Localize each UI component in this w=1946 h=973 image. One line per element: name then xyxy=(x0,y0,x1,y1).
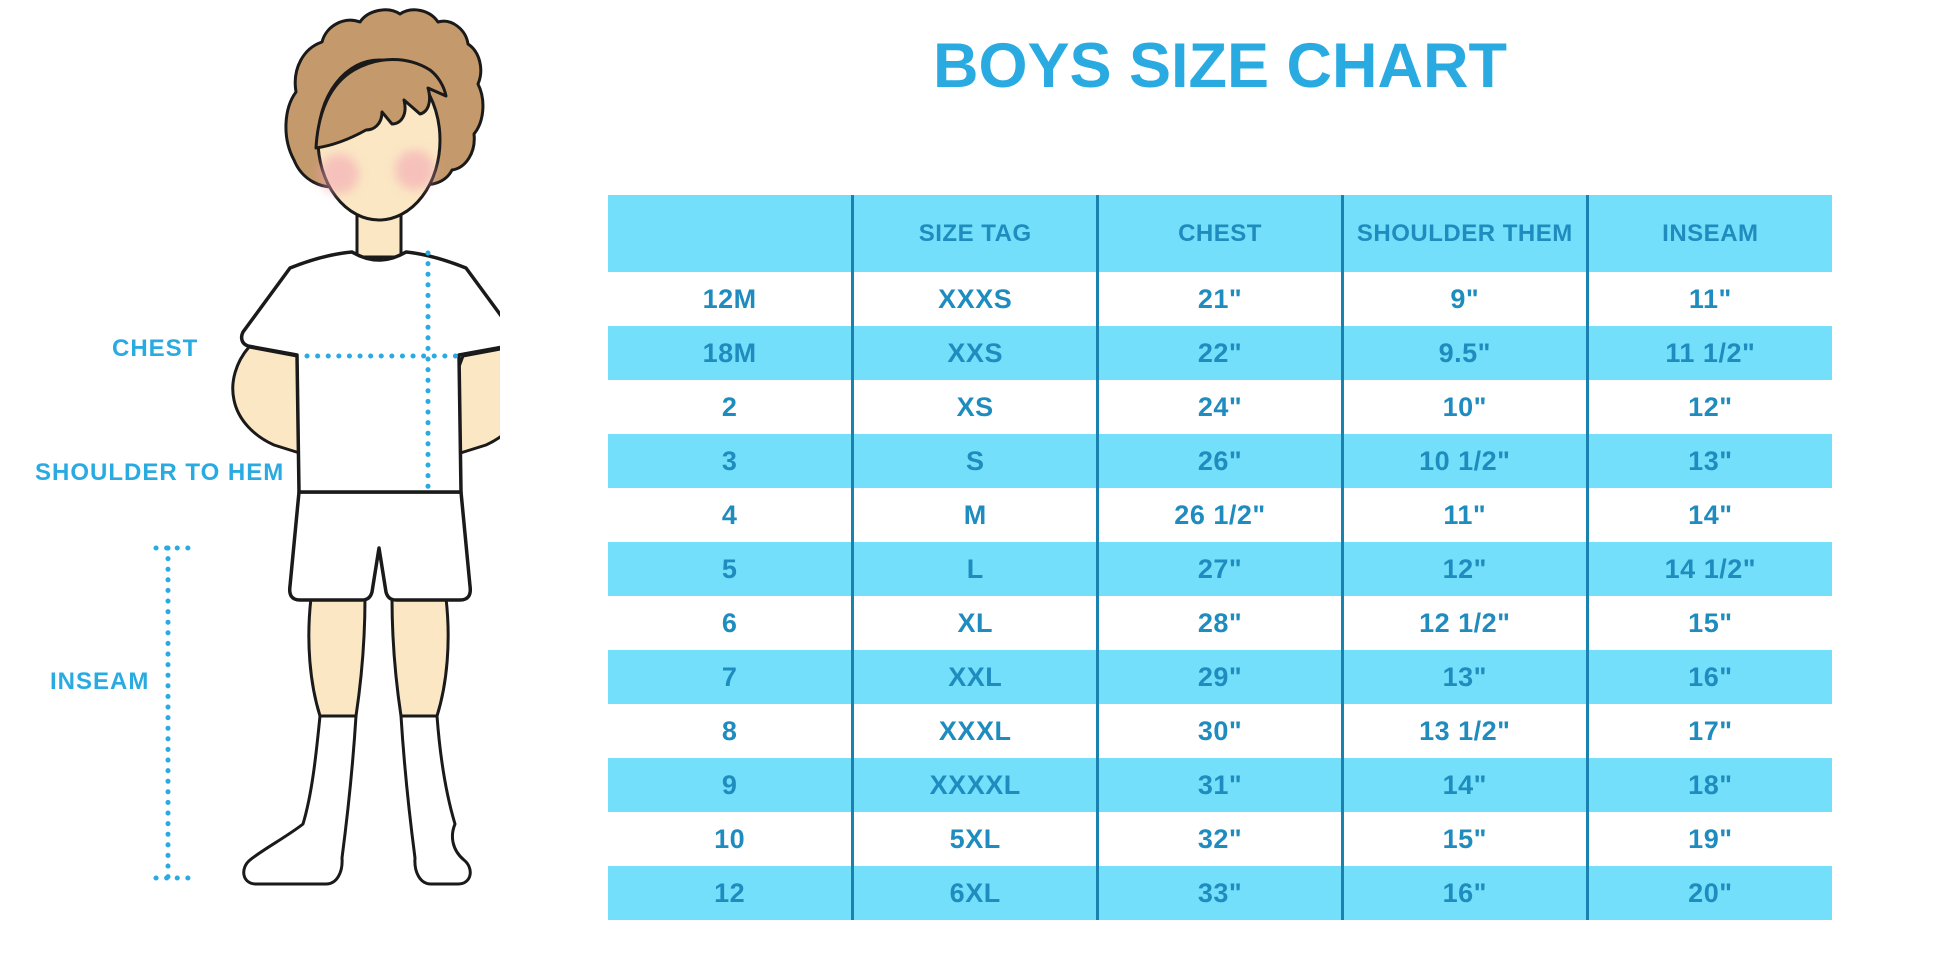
table-cell: 11" xyxy=(1585,272,1832,326)
table-row: 18M XXS 22" 9.5" 11 1/2" xyxy=(608,326,1832,380)
table-cell: 4 xyxy=(608,488,853,542)
shoulder-to-hem-label: SHOULDER TO HEM xyxy=(35,459,285,486)
table-row: 12 6XL 33" 16" 20" xyxy=(608,866,1832,920)
table-cell: 2 xyxy=(608,380,853,434)
table-cell: 12" xyxy=(1340,542,1588,596)
table-cell: 10 1/2" xyxy=(1340,434,1588,488)
table-cell: L xyxy=(851,542,1098,596)
table-row: 3 S 26" 10 1/2" 13" xyxy=(608,434,1832,488)
table-cell: XXXXL xyxy=(851,758,1098,812)
table-cell: 13" xyxy=(1340,650,1588,704)
table-cell: XXL xyxy=(851,650,1098,704)
table-cell: 33" xyxy=(1096,866,1343,920)
table-cell: 7 xyxy=(608,650,853,704)
size-table: SIZE TAG CHEST SHOULDER THEM INSEAM 12M XXXS… xyxy=(608,195,1832,920)
table-cell: 5 xyxy=(608,542,853,596)
inseam-label: INSEAM xyxy=(50,668,150,695)
column-header: CHEST xyxy=(1096,195,1343,272)
measurement-lines xyxy=(153,250,461,881)
table-cell: 14 1/2" xyxy=(1585,542,1832,596)
table-cell: 19" xyxy=(1585,812,1832,866)
table-cell: S xyxy=(851,434,1098,488)
arm-right xyxy=(452,347,500,457)
hair-fringe xyxy=(314,58,448,150)
table-cell: 12 1/2" xyxy=(1340,596,1588,650)
column-header xyxy=(608,195,853,272)
table-cell: 10 xyxy=(608,812,853,866)
column-header: INSEAM xyxy=(1585,195,1832,272)
table-cell: 9.5" xyxy=(1340,326,1588,380)
table-cell: 27" xyxy=(1096,542,1343,596)
table-row: 10 5XL 32" 15" 19" xyxy=(608,812,1832,866)
table-row: 9 XXXXL 31" 14" 18" xyxy=(608,758,1832,812)
table-cell: 24" xyxy=(1096,380,1343,434)
table-cell: 13" xyxy=(1585,434,1832,488)
size-table-body: 12M XXXS 21" 9" 11" 18M XXS 22" 9.5" 11 1/2" 2 XS 24… xyxy=(608,272,1832,920)
table-cell: 20" xyxy=(1585,866,1832,920)
table-cell: 28" xyxy=(1096,596,1343,650)
size-table-header-row: SIZE TAG CHEST SHOULDER THEM INSEAM xyxy=(608,195,1832,272)
table-cell: M xyxy=(851,488,1098,542)
blush-right xyxy=(395,150,435,190)
table-cell: 14" xyxy=(1585,488,1832,542)
table-cell: 18" xyxy=(1585,758,1832,812)
table-row: 7 XXL 29" 13" 16" xyxy=(608,650,1832,704)
table-cell: 22" xyxy=(1096,326,1343,380)
t-shirt xyxy=(239,250,500,494)
table-cell: 26" xyxy=(1096,434,1343,488)
table-cell: 12" xyxy=(1585,380,1832,434)
table-cell: 32" xyxy=(1096,812,1343,866)
table-cell: 12 xyxy=(608,866,853,920)
table-cell: 13 1/2" xyxy=(1340,704,1588,758)
table-cell: 21" xyxy=(1096,272,1343,326)
boy-measurement-illustration xyxy=(153,8,500,886)
table-cell: XXXL xyxy=(851,704,1098,758)
table-cell: XXXS xyxy=(851,272,1098,326)
table-cell: 29" xyxy=(1096,650,1343,704)
table-cell: 30" xyxy=(1096,704,1343,758)
table-cell: XXS xyxy=(851,326,1098,380)
table-cell: 31" xyxy=(1096,758,1343,812)
table-cell: 18M xyxy=(608,326,853,380)
table-cell: 10" xyxy=(1340,380,1588,434)
table-cell: XL xyxy=(851,596,1098,650)
table-cell: 8 xyxy=(608,704,853,758)
table-cell: 3 xyxy=(608,434,853,488)
thigh-right xyxy=(390,596,450,718)
table-cell: 17" xyxy=(1585,704,1832,758)
table-cell: 6XL xyxy=(851,866,1098,920)
table-row: 12M XXXS 21" 9" 11" xyxy=(608,272,1832,326)
table-cell: 9" xyxy=(1340,272,1588,326)
table-cell: 6 xyxy=(608,596,853,650)
table-cell: 15" xyxy=(1585,596,1832,650)
table-cell: 11" xyxy=(1340,488,1588,542)
table-cell: 15" xyxy=(1340,812,1588,866)
chest-label: CHEST xyxy=(112,335,199,362)
column-header: SHOULDER THEM xyxy=(1340,195,1588,272)
table-row: 2 XS 24" 10" 12" xyxy=(608,380,1832,434)
shorts xyxy=(287,490,473,602)
table-cell: XS xyxy=(851,380,1098,434)
table-row: 4 M 26 1/2" 11" 14" xyxy=(608,488,1832,542)
table-cell: 16" xyxy=(1340,866,1588,920)
table-row: 8 XXXL 30" 13 1/2" 17" xyxy=(608,704,1832,758)
table-cell: 26 1/2" xyxy=(1096,488,1343,542)
table-cell: 14" xyxy=(1340,758,1588,812)
table-cell: 16" xyxy=(1585,650,1832,704)
sock-right xyxy=(399,714,472,886)
thigh-left xyxy=(307,596,367,718)
table-cell: 5XL xyxy=(851,812,1098,866)
table-row: 5 L 27" 12" 14 1/2" xyxy=(608,542,1832,596)
table-cell: 11 1/2" xyxy=(1585,326,1832,380)
blush-left xyxy=(319,154,359,194)
boy-figure xyxy=(231,8,500,886)
arm-left xyxy=(231,345,308,457)
table-cell: 9 xyxy=(608,758,853,812)
page-title: BOYS SIZE CHART xyxy=(932,31,1508,101)
table-row: 6 XL 28" 12 1/2" 15" xyxy=(608,596,1832,650)
table-cell: 12M xyxy=(608,272,853,326)
sock-left xyxy=(242,714,358,886)
column-header: SIZE TAG xyxy=(851,195,1098,272)
